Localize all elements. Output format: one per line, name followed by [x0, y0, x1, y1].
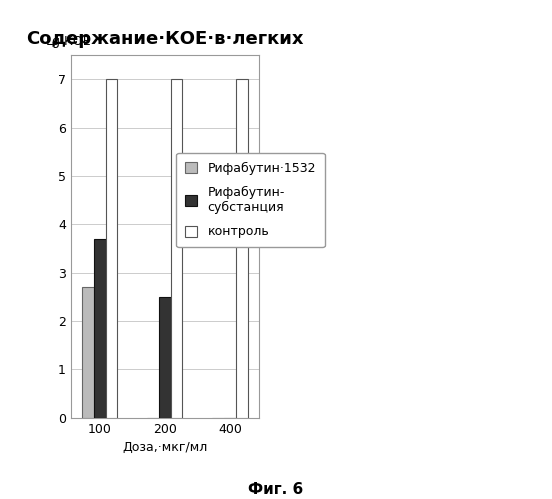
- Text: Lg·КОЕ: Lg·КОЕ: [46, 35, 92, 48]
- Legend: Рифабутин·1532, Рифабутин-
субстанция, контроль: Рифабутин·1532, Рифабутин- субстанция, к…: [176, 153, 325, 247]
- Text: Фиг. 6: Фиг. 6: [248, 482, 304, 497]
- Bar: [159, 297, 171, 418]
- Title: Содержание·КОЕ·в·легких: Содержание·КОЕ·в·легких: [26, 30, 304, 48]
- Bar: [82, 287, 94, 418]
- Bar: [94, 239, 106, 418]
- X-axis label: Доза,·мкг/мл: Доза,·мкг/мл: [123, 441, 208, 454]
- Bar: [236, 79, 247, 418]
- Bar: [171, 79, 183, 418]
- Bar: [106, 79, 118, 418]
